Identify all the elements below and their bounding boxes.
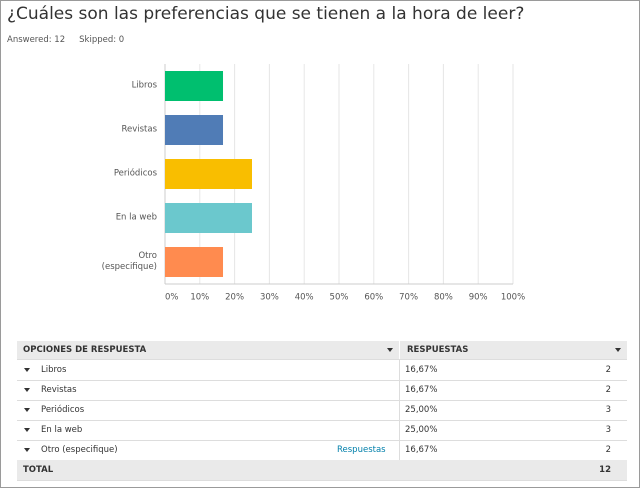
table-row: En la web 25,00% 3 — [17, 420, 627, 441]
question-title: ¿Cuáles son las preferencias que se tien… — [7, 4, 525, 24]
x-tick-label: 10% — [190, 293, 209, 303]
bar — [165, 247, 224, 277]
bar — [165, 159, 252, 189]
column-separator — [399, 400, 400, 420]
option-label: Revistas — [41, 385, 77, 395]
chart: 0% 10% 20% 30% 40% 50% 60% 70% 80% 90% 100% — [164, 64, 525, 303]
count: 3 — [605, 405, 611, 415]
x-tick-label: 40% — [295, 293, 314, 303]
skipped: Skipped: 0 — [79, 35, 125, 45]
count: 2 — [605, 385, 611, 395]
x-tick-label: 90% — [469, 293, 488, 303]
responses-link[interactable]: Respuestas — [337, 445, 386, 455]
y-tick-label: Revistas — [121, 124, 157, 135]
x-tick-label: 20% — [225, 293, 244, 303]
x-tick-label: 70% — [399, 293, 418, 303]
total-count: 12 — [599, 465, 611, 475]
column-separator — [399, 341, 400, 359]
response-meta: Answered: 12 Skipped: 0 — [7, 35, 138, 45]
bar — [165, 71, 224, 101]
y-tick-label: Periódicos — [113, 168, 157, 179]
option-label: En la web — [41, 425, 83, 435]
count: 2 — [605, 445, 611, 455]
option-label: Periódicos — [41, 405, 85, 415]
total-label: TOTAL — [23, 465, 54, 475]
table-row: Otro (especifique) Respuestas 16,67% 2 — [17, 440, 627, 461]
percent: 16,67% — [405, 385, 438, 395]
table-total: TOTAL 12 — [17, 460, 627, 481]
x-tick-label: 0% — [165, 293, 179, 303]
option-label: Libros — [41, 365, 67, 375]
expand-arrow — [24, 408, 30, 412]
expand-arrow — [24, 448, 30, 452]
table-row: Revistas 16,67% 2 — [17, 380, 627, 401]
x-tick-label: 80% — [434, 293, 453, 303]
column-separator — [399, 420, 400, 440]
table-row: Periódicos 25,00% 3 — [17, 400, 627, 421]
option-label: Otro (especifique) — [41, 445, 118, 455]
percent: 16,67% — [405, 445, 438, 455]
count: 3 — [605, 425, 611, 435]
column-header: RESPUESTAS — [407, 345, 469, 355]
answered: Answered: 12 — [7, 35, 66, 45]
column-separator — [399, 360, 400, 380]
x-tick-label: 100% — [501, 293, 525, 303]
table-row: Libros 16,67% 2 — [17, 360, 627, 381]
x-tick-label: 60% — [364, 293, 383, 303]
bar — [165, 203, 252, 233]
y-tick-label: Otro (especifique) — [101, 251, 157, 272]
count: 2 — [605, 365, 611, 375]
bar — [165, 115, 224, 145]
percent: 25,00% — [405, 405, 438, 415]
x-tick-label: 30% — [260, 293, 279, 303]
percent: 16,67% — [405, 365, 438, 375]
x-tick-label: 50% — [330, 293, 349, 303]
expand-arrow — [24, 428, 30, 432]
expand-arrow — [24, 368, 30, 372]
column-separator — [399, 380, 400, 400]
table-header: OPCIONES DE RESPUESTA RESPUESTAS — [17, 341, 627, 360]
column-separator — [399, 440, 400, 460]
y-tick-label: En la web — [115, 212, 157, 223]
column-header: OPCIONES DE RESPUESTA — [23, 345, 147, 355]
sort-arrow — [615, 348, 621, 352]
expand-arrow — [24, 388, 30, 392]
y-tick-label: Libros — [131, 80, 157, 91]
percent: 25,00% — [405, 425, 438, 435]
sort-arrow — [387, 348, 393, 352]
